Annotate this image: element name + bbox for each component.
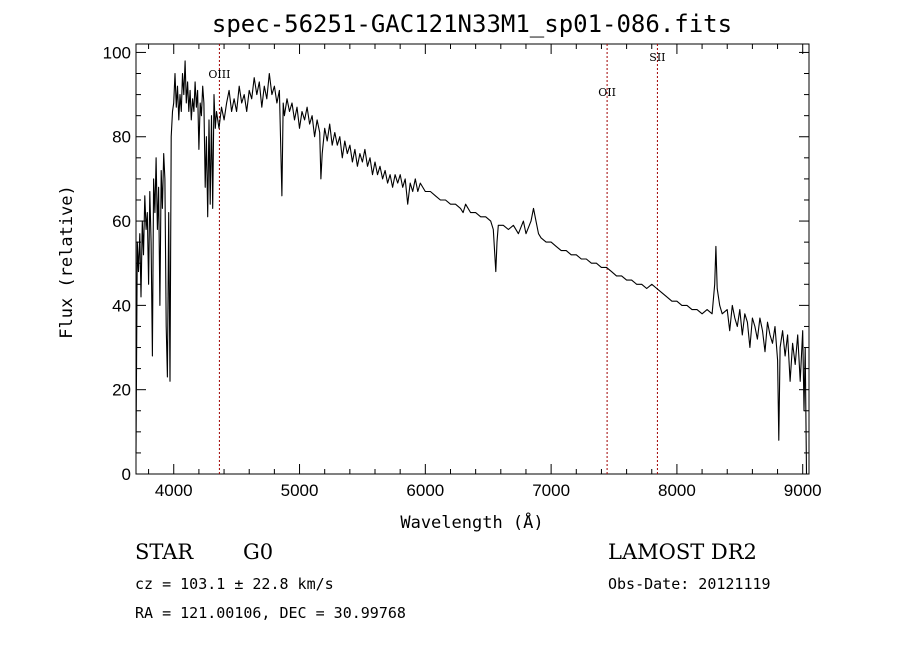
- y-axis-label: Flux (relative): [57, 185, 77, 339]
- y-tick-label: 100: [103, 43, 131, 62]
- y-tick-label: 20: [112, 381, 131, 400]
- x-tick-label: 9000: [784, 481, 822, 500]
- y-tick-label: 60: [112, 212, 131, 231]
- spectral-line-label: OIII: [208, 68, 230, 81]
- y-tick-label: 40: [112, 296, 131, 315]
- redshift-cz: cz = 103.1 ± 22.8 km/s: [135, 575, 334, 593]
- x-tick-label: 8000: [658, 481, 696, 500]
- plot-frame: [135, 43, 810, 475]
- star-class: STAR: [135, 540, 194, 564]
- survey-name: LAMOST DR2: [608, 540, 757, 564]
- chart-title: spec-56251-GAC121N33M1_sp01-086.fits: [212, 10, 732, 38]
- plot-area: 4000 5000 6000 7000 8000 9000 0 20 40 60 80 100 OIII…: [103, 43, 822, 500]
- x-tick-label: 6000: [406, 481, 444, 500]
- x-axis-label: Wavelength (Å): [400, 511, 543, 533]
- spectral-line-label: OII: [598, 86, 616, 99]
- ra-dec: RA = 121.00106, DEC = 30.99768: [135, 604, 406, 622]
- y-tick-label: 80: [112, 128, 131, 147]
- star-subclass: G0: [243, 540, 273, 564]
- x-tick-label: 5000: [281, 481, 319, 500]
- x-tick-label: 4000: [155, 481, 193, 500]
- x-tick-label: 7000: [532, 481, 570, 500]
- spectral-line-label: SII: [649, 51, 665, 64]
- y-tick-label: 0: [122, 465, 131, 484]
- obs-date: Obs-Date: 20121119: [608, 575, 771, 593]
- spectrum-line: [135, 60, 808, 475]
